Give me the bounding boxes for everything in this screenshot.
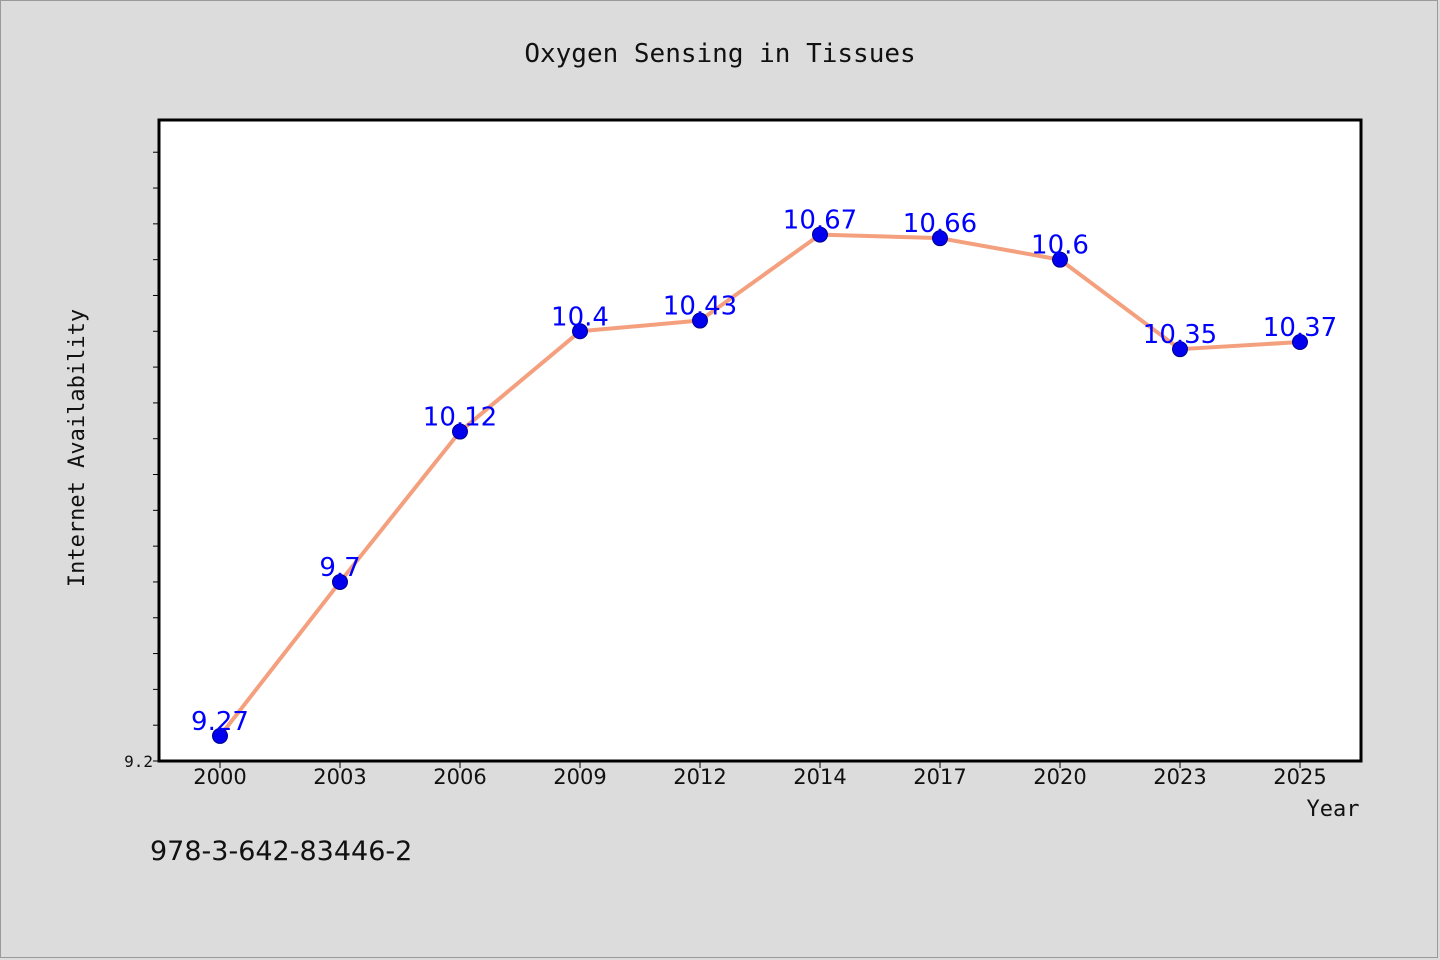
x-axis-label: Year [1307,797,1360,822]
data-point [452,423,468,440]
data-point [932,230,948,247]
data-point [1052,251,1068,268]
x-tick-label: 2025 [1273,765,1326,789]
footer-code: 978-3-642-83446-2 [150,836,413,867]
data-point [692,312,708,329]
data-label: 10.66 [903,209,977,239]
data-point [332,573,348,590]
x-tick-label: 2020 [1033,765,1086,789]
x-tick-label: 2006 [433,765,486,789]
data-label: 9.27 [191,707,249,737]
x-axis-ticks: 2000 2003 2006 2009 2012 2014 2017 2020 2023 2025 [193,761,1327,789]
data-label: 10.67 [783,206,857,236]
x-tick-label: 2012 [673,765,726,789]
chart-title: Oxygen Sensing in Tissues [524,39,915,69]
data-point [212,727,228,744]
x-tick-label: 2014 [793,765,846,789]
series-markers [212,226,1308,744]
data-labels: 9.27 9.7 10.12 10.4 10.43 10.67 10.66 10.6 10.35… [191,206,1337,737]
plot-area [157,118,1363,763]
x-tick-label: 2023 [1153,765,1206,789]
data-label: 10.12 [423,403,497,433]
data-point [812,226,828,243]
data-label: 10.6 [1031,231,1089,261]
data-label: 10.43 [663,292,737,322]
x-tick-label: 2017 [913,765,966,789]
data-label: 10.35 [1143,320,1217,350]
data-point [1172,341,1188,358]
x-tick-label: 2000 [193,765,246,789]
y-tick-label: 9.2 [124,752,153,771]
y-axis-ticks: 9.2 [124,151,159,771]
series-line [218,232,1301,738]
data-point [1292,334,1308,351]
data-label: 9.7 [319,553,360,583]
data-label: 10.4 [551,302,609,332]
y-axis-label: Internet Availability [65,309,90,587]
data-label: 10.37 [1263,313,1337,343]
x-tick-label: 2003 [313,765,366,789]
data-point [572,323,588,340]
x-tick-label: 2009 [553,765,606,789]
